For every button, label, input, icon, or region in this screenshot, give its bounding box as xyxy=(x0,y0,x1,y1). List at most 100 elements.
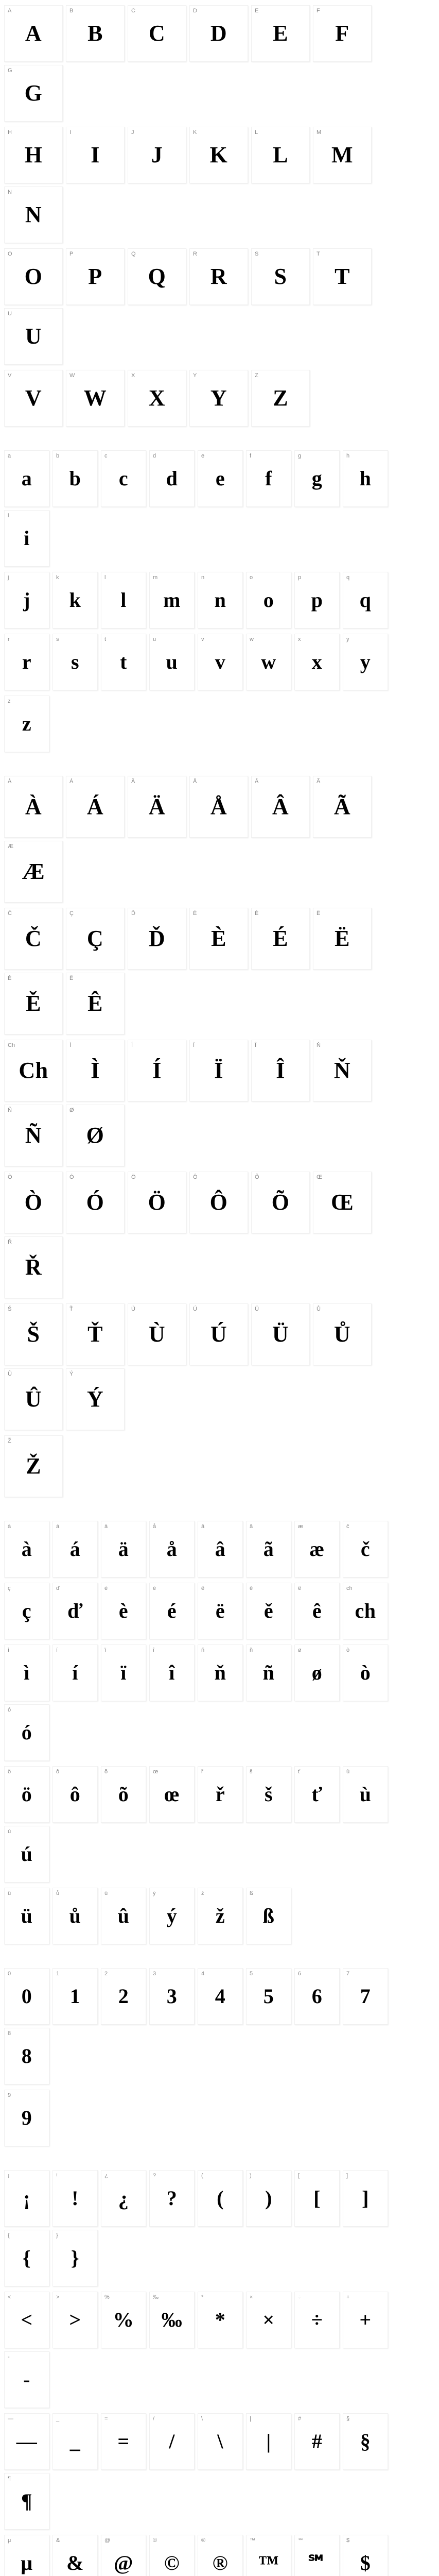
glyph-label: Ů xyxy=(317,1306,321,1312)
glyph-cell: pp xyxy=(294,572,340,629)
glyph-cell: == xyxy=(101,2413,146,2470)
glyph-character: ì xyxy=(24,1663,30,1683)
glyph-cell: ChCh xyxy=(4,1040,63,1101)
glyph-character: ê xyxy=(312,1601,322,1621)
glyph-cell: ff xyxy=(246,450,291,507)
glyph-character: Ù xyxy=(149,1323,165,1346)
glyph-row: AABBCCDDEEFFGG xyxy=(4,5,435,125)
glyph-character: O xyxy=(25,265,43,288)
glyph-label: œ xyxy=(153,1769,158,1775)
glyph-character: č xyxy=(361,1539,370,1560)
glyph-label: t xyxy=(104,636,106,642)
glyph-character: Œ xyxy=(331,1191,354,1214)
glyph-cell: ÌÌ xyxy=(66,1040,125,1101)
glyph-character: 3 xyxy=(167,1986,178,2007)
glyph-character: Ž xyxy=(26,1455,41,1478)
glyph-label: ň xyxy=(201,1647,204,1653)
glyph-cell: ÖÖ xyxy=(128,1172,186,1233)
glyph-character: Ç xyxy=(87,927,103,950)
glyph-cell: oo xyxy=(246,572,291,629)
section-gap xyxy=(4,1502,435,1521)
glyph-cell: ®® xyxy=(198,2535,243,2576)
glyph-cell: gg xyxy=(294,450,340,507)
glyph-character: Ê xyxy=(87,992,103,1015)
glyph-cell: ÆÆ xyxy=(4,841,63,903)
glyph-character: M xyxy=(331,144,353,166)
glyph-label: Ü xyxy=(255,1306,259,1312)
glyph-label: è xyxy=(104,1585,108,1591)
glyph-character: N xyxy=(25,204,42,226)
glyph-character: μ xyxy=(21,2553,32,2573)
glyph-cell: ÉÉ xyxy=(251,908,310,970)
glyph-cell: œœ xyxy=(149,1766,195,1823)
glyph-character: ! xyxy=(72,2188,79,2209)
glyph-character: ö xyxy=(22,1784,32,1805)
glyph-character: + xyxy=(359,2310,371,2330)
glyph-label: ch xyxy=(346,1585,353,1591)
glyph-cell: ]] xyxy=(343,2170,388,2227)
glyph-character: å xyxy=(167,1539,178,1560)
glyph-label: Õ xyxy=(255,1174,259,1180)
glyph-character: u xyxy=(166,652,178,672)
glyph-character: % xyxy=(113,2310,134,2330)
glyph-label: ø xyxy=(298,1647,302,1653)
glyph-character: ¶ xyxy=(21,2491,32,2512)
glyph-cell: ÷÷ xyxy=(294,2292,340,2348)
glyph-label: Ô xyxy=(193,1174,198,1180)
glyph-row: 99 xyxy=(4,2090,435,2149)
glyph-character: F xyxy=(335,22,349,45)
glyph-cell: ŒŒ xyxy=(313,1172,372,1233)
glyph-label: ¶ xyxy=(8,2476,11,2482)
glyph-character: è xyxy=(119,1601,128,1621)
glyph-character: Ó xyxy=(86,1191,104,1214)
glyph-label: Ň xyxy=(317,1042,321,1048)
glyph-character: G xyxy=(25,82,43,105)
glyph-character: Ý xyxy=(87,1388,103,1411)
glyph-cell: }} xyxy=(52,2230,98,2286)
glyph-cell: YY xyxy=(189,370,248,427)
glyph-label: { xyxy=(8,2232,10,2239)
glyph-character: ë xyxy=(216,1601,225,1621)
glyph-cell: 00 xyxy=(4,1968,49,2025)
glyph-character: ò xyxy=(360,1663,371,1683)
glyph-cell: DD xyxy=(189,5,248,62)
glyph-label: Á xyxy=(69,778,73,785)
glyph-character: Š xyxy=(27,1323,40,1346)
glyph-cell: jj xyxy=(4,572,49,629)
glyph-label: ť xyxy=(298,1769,300,1775)
glyph-cell: 44 xyxy=(198,1968,243,2025)
glyph-character: ä xyxy=(118,1539,129,1560)
glyph-cell: kk xyxy=(52,572,98,629)
glyph-cell: ýý xyxy=(149,1888,195,1944)
glyph-character: Q xyxy=(148,265,166,288)
glyph-character: e xyxy=(216,468,225,489)
glyph-character: @ xyxy=(114,2553,133,2573)
glyph-character: ž xyxy=(216,1906,225,1926)
glyph-row: VVWWXXYYZZ xyxy=(4,370,435,430)
glyph-cell: øø xyxy=(294,1645,340,1701)
glyph-cell: SS xyxy=(251,248,310,305)
glyph-cell: dd xyxy=(149,450,195,507)
glyph-character: à xyxy=(22,1539,32,1560)
glyph-character: Å xyxy=(210,795,227,818)
glyph-label: P xyxy=(69,251,73,257)
glyph-label: J xyxy=(131,129,134,135)
glyph-label: í xyxy=(56,1647,58,1653)
section-gap xyxy=(4,2151,435,2170)
glyph-cell: >> xyxy=(52,2292,98,2348)
glyph-cell: qq xyxy=(343,572,388,629)
glyph-cell: ÄÄ xyxy=(128,776,186,838)
glyph-label: b xyxy=(56,453,59,459)
glyph-character: ç xyxy=(22,1601,31,1621)
glyph-label: F xyxy=(317,8,320,14)
section-gap xyxy=(4,757,435,776)
glyph-label: Č xyxy=(8,910,12,917)
glyph-label: ì xyxy=(8,1647,9,1653)
glyph-character: ň xyxy=(215,1663,226,1683)
glyph-cell: éé xyxy=(149,1583,195,1639)
glyph-cell: QQ xyxy=(128,248,186,305)
glyph-character: Ñ xyxy=(25,1124,42,1147)
glyph-row: ŽŽ xyxy=(4,1435,435,1500)
glyph-label: Ï xyxy=(193,1042,195,1048)
glyph-label: I xyxy=(69,129,71,135)
